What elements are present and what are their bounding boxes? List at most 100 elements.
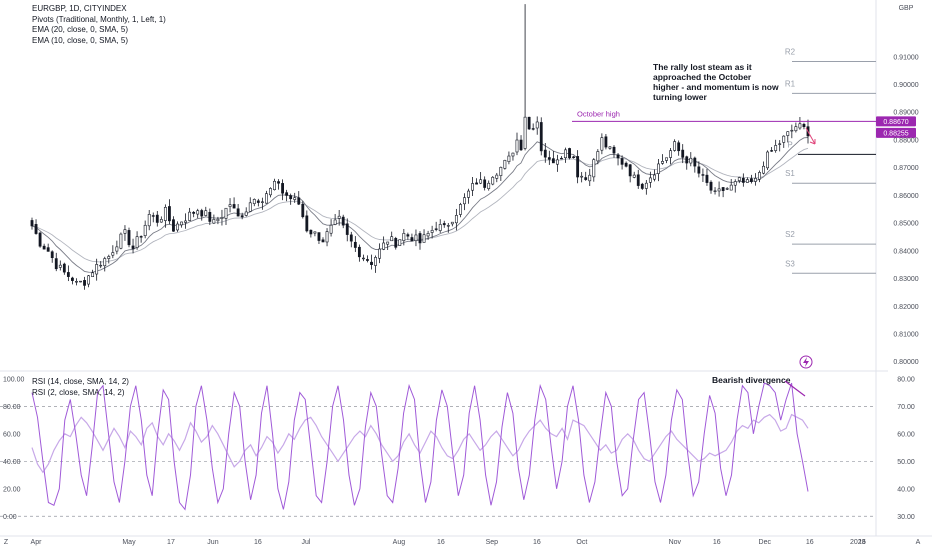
- candle-body: [87, 275, 90, 285]
- rsi-line-2: [31, 382, 809, 511]
- candle-body: [475, 182, 478, 185]
- time-tick-label: Sep: [486, 539, 499, 546]
- candle-body: [560, 157, 563, 160]
- time-tick-label: 16: [806, 539, 814, 546]
- candle-body: [483, 179, 487, 188]
- candle-body: [224, 207, 228, 219]
- candle-body: [204, 210, 208, 216]
- candle-body: [325, 231, 329, 243]
- candle-body: [608, 146, 612, 149]
- candle-body: [564, 149, 567, 159]
- candle-body: [200, 210, 204, 217]
- candle-body: [91, 272, 95, 278]
- legend-rsi-14[interactable]: RSI (14, close, SMA, 14, 2): [32, 377, 129, 386]
- candle-body: [543, 149, 547, 158]
- candle-body: [741, 177, 745, 183]
- candle-body: [717, 188, 721, 192]
- pivot-label-r1: R1: [785, 79, 796, 88]
- candle-body: [568, 148, 571, 159]
- annotation-line: turning lower: [653, 92, 708, 102]
- price-tag-bg: [876, 127, 916, 138]
- candle-body: [471, 183, 474, 191]
- candle-body: [62, 263, 66, 273]
- candle-body: [317, 232, 321, 241]
- candle-body: [30, 220, 34, 227]
- candle-body: [232, 204, 236, 209]
- candle-body: [612, 146, 616, 154]
- candle-body: [648, 177, 652, 183]
- rsi-right-tick: 70.00: [897, 404, 915, 411]
- candle-body: [309, 229, 313, 235]
- candle-body: [75, 281, 78, 283]
- rsi-right-tick: 80.00: [897, 376, 915, 383]
- candle-body: [216, 218, 220, 222]
- candle-body: [669, 150, 672, 158]
- candle-body: [454, 215, 458, 224]
- candle-body: [188, 211, 192, 221]
- candle-body: [252, 199, 256, 204]
- candle-body: [159, 219, 163, 223]
- time-tick-label: 16: [437, 539, 445, 546]
- candle-body: [762, 165, 765, 174]
- candle-body: [163, 207, 167, 221]
- candle-body: [220, 217, 224, 219]
- candle-body: [240, 215, 244, 218]
- price-tick-label: 0.88000: [893, 137, 918, 144]
- candle-body: [46, 247, 50, 252]
- time-tick-label: Apr: [31, 539, 43, 546]
- legend-rsi-2[interactable]: RSI (2, close, SMA, 14, 2): [32, 387, 125, 397]
- candle-body: [426, 233, 430, 237]
- time-tick-label: Nov: [669, 539, 682, 546]
- candle-body: [725, 188, 729, 190]
- price-tick-label: 0.87000: [893, 165, 918, 172]
- time-tick-label: 2023: [850, 539, 866, 546]
- candle-body: [523, 116, 527, 149]
- candle-body: [155, 214, 159, 223]
- candle-body: [366, 259, 369, 261]
- candle-body: [745, 179, 749, 183]
- candle-body: [34, 224, 38, 234]
- candle-body: [547, 157, 551, 160]
- time-tick-label: Dec: [759, 539, 772, 546]
- candles: [30, 4, 810, 290]
- annotation-text: The rally lost steam as it approached the…: [653, 62, 779, 102]
- annotation-line: approached the October: [653, 72, 752, 82]
- candle-body: [600, 137, 604, 151]
- legend-pivots[interactable]: Pivots (Traditional, Monthly, 1, Left, 1…: [32, 14, 166, 24]
- price-tick-label: 0.80000: [893, 359, 918, 366]
- price-tag-bg: [876, 116, 916, 127]
- candle-body: [713, 190, 717, 192]
- annotation-line: higher - and momentum is now: [653, 82, 779, 92]
- candle-body: [782, 135, 786, 143]
- candle-body: [273, 180, 276, 191]
- candle-body: [721, 187, 725, 191]
- candle-body: [119, 233, 123, 249]
- pivot-levels: R2 R1 P S1 S2 S3: [785, 48, 876, 274]
- candle-body: [414, 234, 418, 242]
- candle-body: [519, 139, 523, 151]
- candle-body: [705, 174, 709, 183]
- candle-body: [353, 241, 357, 248]
- candle-body: [390, 236, 394, 242]
- legend-symbol[interactable]: EURGBP, 1D, CITYINDEX: [32, 4, 127, 13]
- candle-body: [503, 160, 507, 169]
- legend-ema-20[interactable]: EMA (20, close, 0, SMA, 5): [32, 25, 129, 34]
- candle-body: [79, 280, 82, 283]
- candle-body: [632, 174, 636, 178]
- time-tick-label: 16: [858, 539, 866, 546]
- time-tick-label: Jul: [301, 539, 310, 546]
- candle-body: [673, 141, 677, 151]
- candle-body: [374, 257, 377, 266]
- legend-ema-10[interactable]: EMA (10, close, 0, SMA, 5): [32, 35, 129, 45]
- candle-body: [54, 258, 58, 270]
- candle-body: [539, 122, 543, 152]
- candle-body: [337, 215, 341, 219]
- candle-body: [733, 181, 737, 186]
- time-tick-label: May: [122, 539, 136, 546]
- candle-body: [689, 157, 693, 164]
- candle-body: [750, 178, 753, 182]
- candle-body: [535, 121, 539, 129]
- candle-body: [681, 149, 685, 158]
- annotation-line: The rally lost steam as it: [653, 62, 752, 72]
